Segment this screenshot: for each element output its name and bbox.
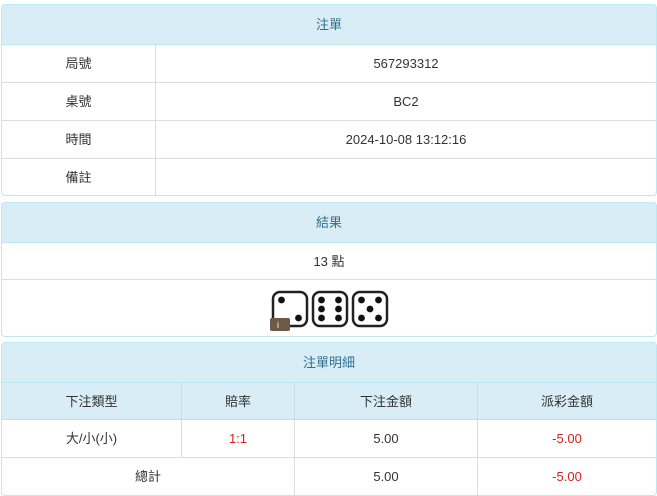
pip bbox=[278, 296, 285, 304]
die bbox=[271, 290, 309, 328]
pip bbox=[335, 314, 342, 322]
pip bbox=[318, 305, 325, 313]
pip bbox=[375, 314, 382, 322]
panel-title: 注單明細 bbox=[2, 343, 656, 383]
die bbox=[311, 290, 349, 328]
pip bbox=[318, 314, 325, 322]
pip bbox=[295, 314, 302, 322]
row-label: 桌號 bbox=[2, 83, 156, 121]
row-value: 2024-10-08 13:12:16 bbox=[156, 121, 656, 159]
column-header: 下注類型 bbox=[2, 383, 182, 420]
pip bbox=[366, 305, 374, 313]
pip bbox=[358, 314, 365, 322]
pip bbox=[335, 305, 342, 313]
result-panel: 結果 13 點 i bbox=[1, 202, 657, 337]
total-bet: 5.00 bbox=[295, 458, 478, 495]
total-payout: -5.00 bbox=[552, 469, 582, 484]
pip bbox=[318, 296, 325, 304]
panel-title: 結果 bbox=[2, 203, 656, 243]
row-value: 567293312 bbox=[156, 45, 656, 83]
order-panel: 注單 局號 567293312 桌號 BC2 時間 2024-10-08 13:12:16… bbox=[1, 4, 657, 196]
detail-cell: 5.00 bbox=[295, 420, 478, 458]
info-badge bbox=[270, 318, 290, 331]
row-value: BC2 bbox=[156, 83, 656, 121]
total-label: 總計 bbox=[2, 458, 295, 495]
info-badge-text: i bbox=[277, 320, 279, 330]
detail-cell: -5.00 bbox=[478, 420, 656, 458]
details-panel: 注單明細 下注類型 賠率 下注金額 派彩金額 大/小(小) 1:1 5.00 -5.00 總計 5… bbox=[1, 342, 657, 496]
row-value bbox=[156, 159, 656, 195]
detail-cell: 大/小(小) bbox=[2, 420, 182, 458]
row-label: 時間 bbox=[2, 121, 156, 159]
panel-title: 注單 bbox=[2, 5, 656, 45]
column-header: 賠率 bbox=[182, 383, 295, 420]
column-header: 派彩金額 bbox=[478, 383, 656, 420]
detail-cell: 1:1 bbox=[182, 420, 295, 458]
row-label: 備註 bbox=[2, 159, 156, 195]
dice-row: i bbox=[270, 290, 389, 331]
row-label: 局號 bbox=[2, 45, 156, 83]
pip bbox=[335, 296, 342, 304]
column-header: 下注金額 bbox=[295, 383, 478, 420]
die bbox=[351, 290, 389, 328]
result-summary: 13 點 bbox=[2, 243, 656, 280]
pip bbox=[375, 296, 382, 304]
pip bbox=[358, 296, 365, 304]
